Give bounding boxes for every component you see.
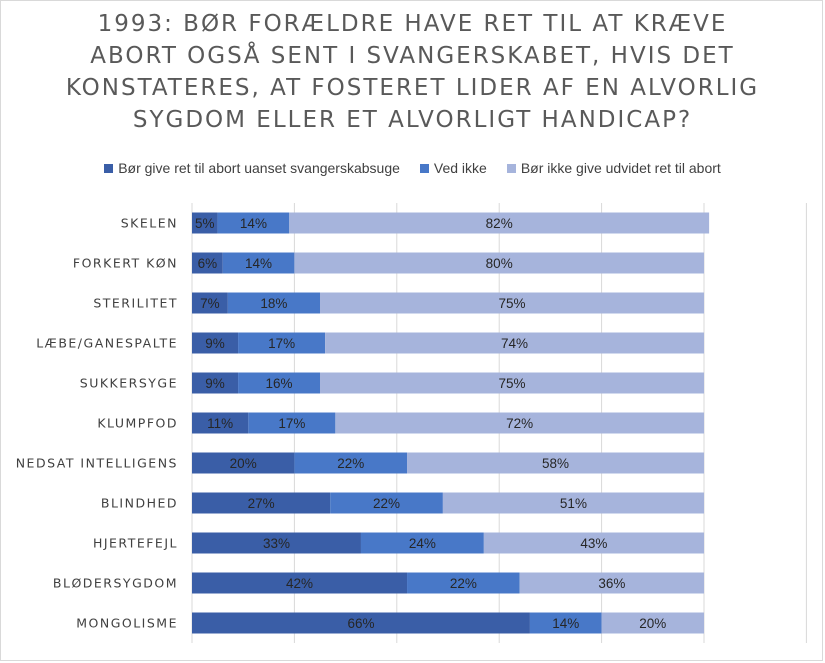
bar-segment: [227, 292, 320, 314]
bar-segment: [601, 612, 704, 634]
bar-segment: [519, 572, 704, 594]
chart-title: 1993: BØR FORÆLDRE HAVE RET TIL AT KRÆVE…: [0, 8, 825, 136]
data-label: 82%: [486, 216, 513, 231]
bar-segment: [442, 492, 704, 514]
data-label: 17%: [278, 416, 305, 431]
bar-segment: [407, 572, 520, 594]
bar-segment: [483, 532, 704, 554]
data-label: 17%: [268, 336, 295, 351]
legend-swatch-3: [506, 163, 516, 173]
legend: Bør give ret til abort uanset svangerska…: [0, 160, 825, 176]
data-label: 43%: [580, 536, 607, 551]
category-label: LÆBE/GANESPALTE: [36, 336, 178, 351]
legend-swatch-2: [419, 163, 429, 173]
legend-item-3: Bør ikke give udvidet ret til abort: [506, 160, 721, 176]
category-label: FORKERT KØN: [73, 256, 178, 271]
data-label: 7%: [200, 296, 220, 311]
legend-label-1: Bør give ret til abort uanset svangerska…: [118, 160, 400, 176]
data-label: 22%: [373, 496, 400, 511]
category-label: BLØDERSYGDOM: [53, 576, 178, 591]
bar-segment: [294, 252, 704, 274]
bar-segment: [320, 372, 704, 394]
data-label: 51%: [560, 496, 587, 511]
data-label: 74%: [501, 336, 528, 351]
bar-segment: [192, 252, 223, 274]
bar-segment: [217, 212, 290, 234]
bar-segment: [529, 612, 602, 634]
bar-segment: [289, 212, 710, 234]
data-label: 20%: [639, 616, 666, 631]
data-label: 27%: [248, 496, 275, 511]
category-label: SUKKERSYGE: [80, 376, 178, 391]
data-label: 9%: [205, 336, 225, 351]
data-label: 42%: [286, 576, 313, 591]
bar-segment: [192, 292, 228, 314]
data-label: 24%: [409, 536, 436, 551]
data-label: 9%: [205, 376, 225, 391]
bar-segment: [192, 212, 218, 234]
data-label: 5%: [195, 216, 215, 231]
category-label: STERILITET: [93, 296, 178, 311]
title-line-1: 1993: BØR FORÆLDRE HAVE RET TIL AT KRÆVE: [97, 11, 728, 37]
bar-segment: [192, 492, 331, 514]
bar-segment: [192, 612, 530, 634]
data-label: 80%: [486, 256, 513, 271]
bar-segment: [330, 492, 443, 514]
bar-segment: [192, 532, 361, 554]
data-label: 14%: [552, 616, 579, 631]
data-label: 16%: [266, 376, 293, 391]
data-label: 33%: [263, 536, 290, 551]
category-label: BLINDHED: [101, 496, 178, 511]
legend-item-1: Bør give ret til abort uanset svangerska…: [104, 160, 400, 176]
bar-segment: [320, 292, 704, 314]
category-label: HJERTEFEJL: [93, 536, 178, 551]
data-label: 22%: [450, 576, 477, 591]
data-label: 66%: [347, 616, 374, 631]
category-label: NEDSAT INTELLIGENS: [16, 456, 178, 471]
bar-segment: [407, 452, 704, 474]
title-line-3: KONSTATERES, AT FOSTERET LIDER AF EN ALV…: [65, 75, 760, 101]
legend-swatch-1: [104, 163, 114, 173]
bar-segment: [238, 332, 326, 354]
data-label: 11%: [207, 416, 233, 431]
data-label: 18%: [260, 296, 287, 311]
legend-label-2: Ved ikke: [433, 160, 487, 176]
bar-segment: [192, 372, 239, 394]
bar-segment: [294, 452, 408, 474]
bar-segment: [335, 412, 704, 434]
bar-segment: [248, 412, 336, 434]
data-label: 72%: [506, 416, 533, 431]
bar-segment: [192, 332, 239, 354]
bar-segment: [238, 372, 320, 394]
data-label: 14%: [240, 216, 267, 231]
bar-segment: [192, 452, 295, 474]
data-label: 58%: [542, 456, 569, 471]
bar-segment: [192, 412, 249, 434]
data-label: 20%: [230, 456, 257, 471]
title-line-4: SYGDOM ELLER ET ALVORLIGT HANDICAP?: [132, 107, 693, 133]
title-line-2: ABORT OGSÅ SENT I SVANGERSKABET, HVIS DE…: [90, 43, 735, 69]
data-label: 75%: [498, 376, 525, 391]
data-label: 36%: [598, 576, 625, 591]
bar-segment: [192, 572, 408, 594]
legend-label-3: Bør ikke give udvidet ret til abort: [520, 160, 721, 176]
category-label: KLUMPFOD: [97, 416, 178, 431]
data-label: 22%: [337, 456, 364, 471]
bar-segment: [325, 332, 704, 354]
legend-item-2: Ved ikke: [419, 160, 487, 176]
data-label: 75%: [498, 296, 525, 311]
bar-segment: [222, 252, 295, 274]
category-label: SKELEN: [121, 216, 178, 231]
data-label: 14%: [245, 256, 272, 271]
data-label: 6%: [198, 256, 218, 271]
bar-segment: [360, 532, 484, 554]
category-label: MONGOLISME: [76, 616, 178, 631]
